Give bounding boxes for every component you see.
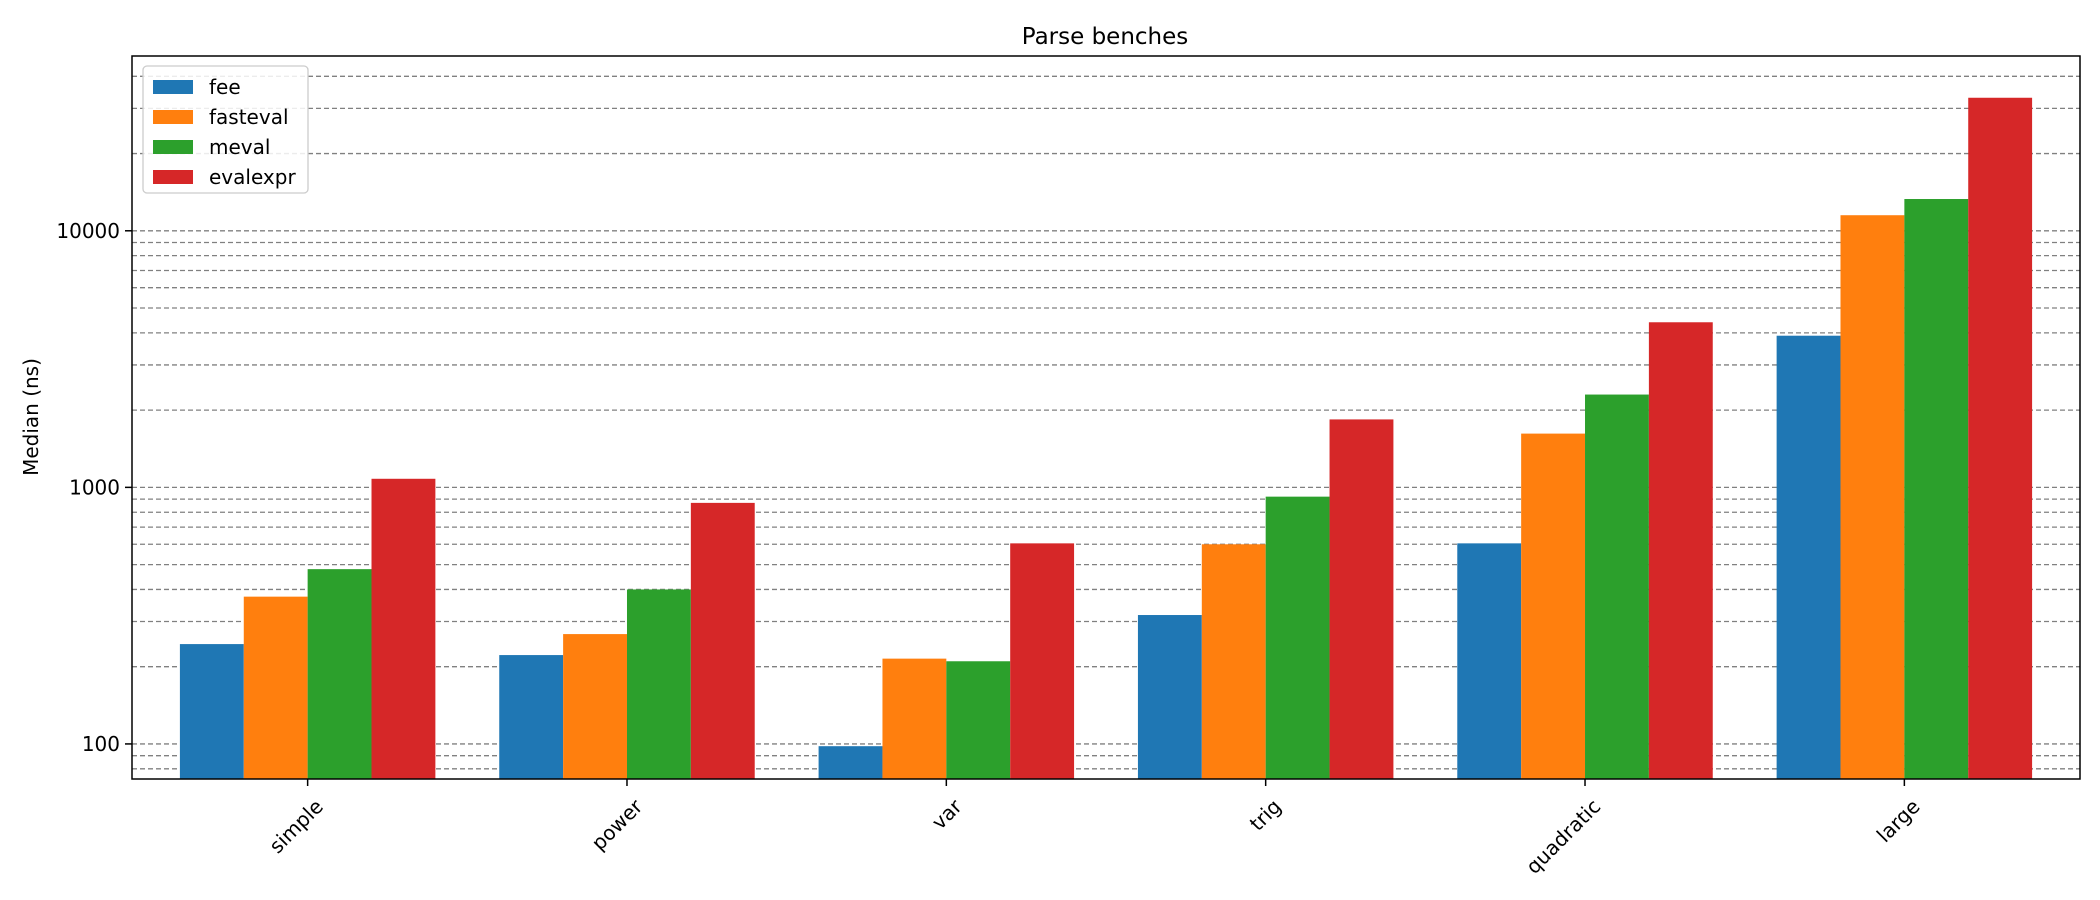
y-tick-label: 10000 xyxy=(56,219,120,243)
y-axis-label: Median (ns) xyxy=(19,358,43,476)
legend: fee fasteval meval evalexpr xyxy=(142,65,309,194)
bar-fee-quadratic xyxy=(1457,543,1522,779)
bar-evalexpr-trig xyxy=(1329,419,1394,779)
bar-evalexpr-large xyxy=(1968,97,2033,779)
legend-box xyxy=(142,65,309,194)
bar-meval-trig xyxy=(1265,496,1330,779)
y-tick-label: 100 xyxy=(82,732,120,756)
bar-fasteval-var xyxy=(882,658,947,779)
y-axis: 100 1000 10000 xyxy=(56,219,132,756)
bar-fee-power xyxy=(499,655,564,779)
bar-fasteval-power xyxy=(563,634,627,779)
bar-evalexpr-power xyxy=(690,502,755,779)
bar-meval-var xyxy=(946,661,1011,779)
x-tick-label: power xyxy=(587,794,648,855)
bar-fasteval-trig xyxy=(1201,544,1266,779)
bar-fasteval-quadratic xyxy=(1521,433,1586,779)
chart-title: Parse benches xyxy=(1022,24,1189,50)
legend-label: fee xyxy=(209,75,241,99)
x-tick-label: var xyxy=(927,794,967,834)
y-tick-label: 1000 xyxy=(69,475,120,499)
bars xyxy=(179,97,2033,780)
bar-fasteval-simple xyxy=(243,596,308,779)
bar-meval-quadratic xyxy=(1585,394,1649,779)
x-tick-label: simple xyxy=(264,794,328,858)
legend-swatch-meval xyxy=(153,140,193,154)
bar-meval-large xyxy=(1904,199,1969,780)
legend-swatch-fasteval xyxy=(153,110,193,124)
bar-evalexpr-var xyxy=(1010,543,1075,779)
bar-fee-large xyxy=(1776,335,1841,779)
bar-fee-trig xyxy=(1137,615,1202,779)
legend-label: fasteval xyxy=(209,105,289,129)
bar-fasteval-large xyxy=(1840,215,1905,779)
grid-lines xyxy=(132,75,2080,770)
plot-frame xyxy=(131,55,2081,780)
legend-swatch-evalexpr xyxy=(153,170,193,184)
bar-meval-power xyxy=(626,589,691,779)
x-tick-label: quadratic xyxy=(1521,794,1605,878)
legend-label: meval xyxy=(209,135,270,159)
legend-label: evalexpr xyxy=(209,165,296,189)
bar-fee-var xyxy=(818,746,883,779)
x-tick-label: large xyxy=(1872,794,1925,847)
bar-fee-simple xyxy=(179,644,244,779)
bar-evalexpr-quadratic xyxy=(1648,322,1713,779)
legend-swatch-fee xyxy=(153,80,193,94)
bar-evalexpr-simple xyxy=(371,478,436,779)
x-tick-label: trig xyxy=(1245,794,1286,835)
x-axis: simple power var trig quadratic large xyxy=(264,779,1925,879)
bar-meval-simple xyxy=(307,569,372,779)
